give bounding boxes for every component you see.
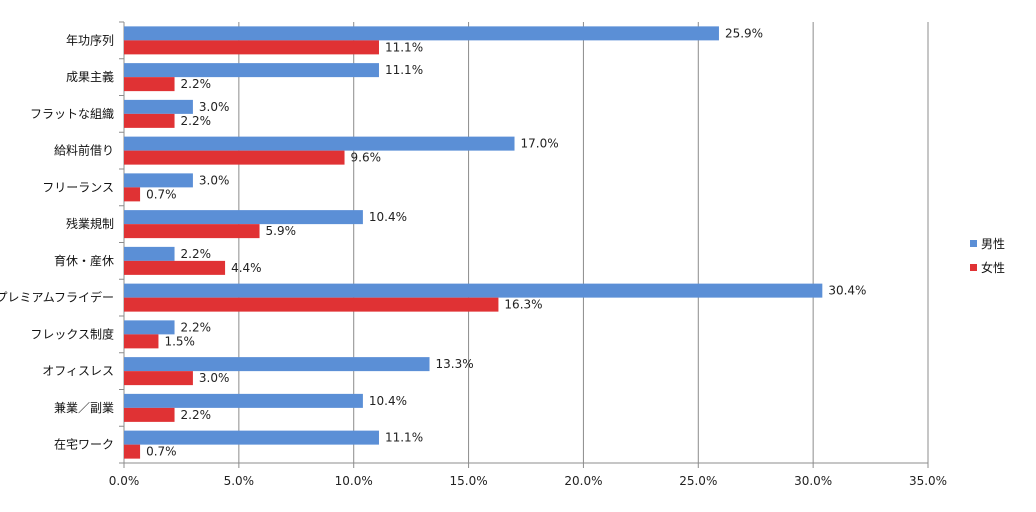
category-label: フレックス制度 <box>30 326 114 341</box>
bar <box>124 393 363 408</box>
legend-swatch <box>970 240 977 247</box>
bar <box>124 99 193 114</box>
legend-label: 女性 <box>981 260 1005 275</box>
data-label: 2.2% <box>181 408 212 422</box>
data-label: 25.9% <box>725 26 763 40</box>
category-label: オフィスレス <box>42 364 114 378</box>
bar <box>124 40 379 55</box>
bar <box>124 371 193 386</box>
bar <box>124 260 226 275</box>
data-label: 9.6% <box>351 151 382 165</box>
bar <box>124 407 175 422</box>
bar <box>124 187 141 202</box>
bar <box>124 63 379 78</box>
bar <box>124 357 430 372</box>
data-label: 2.2% <box>181 247 212 261</box>
category-label: プレミアムフライデー <box>0 290 114 305</box>
category-label: フリーランス <box>42 180 114 194</box>
data-label: 13.3% <box>436 357 474 371</box>
bar <box>124 297 499 312</box>
data-label: 11.1% <box>385 40 423 54</box>
data-label: 3.0% <box>199 371 230 385</box>
data-label: 5.9% <box>266 224 297 238</box>
bar <box>124 173 193 188</box>
data-label: 0.7% <box>146 445 177 459</box>
bar <box>124 136 515 151</box>
bar <box>124 320 175 335</box>
x-tick-label: 30.0% <box>794 474 832 488</box>
bar <box>124 246 175 261</box>
category-label: 育休・産休 <box>54 253 114 268</box>
bar <box>124 77 175 92</box>
bar <box>124 334 159 349</box>
category-label: 残業規制 <box>66 216 114 231</box>
x-tick-label: 10.0% <box>335 474 373 488</box>
data-label: 2.2% <box>181 114 212 128</box>
data-label: 4.4% <box>231 261 262 275</box>
bar <box>124 224 260 239</box>
bar <box>124 210 363 225</box>
data-label: 0.7% <box>146 187 177 201</box>
bar <box>124 150 345 165</box>
legend-label: 男性 <box>981 237 1005 251</box>
x-tick-label: 0.0% <box>109 474 140 488</box>
x-tick-label: 35.0% <box>909 474 947 488</box>
x-tick-label: 20.0% <box>564 474 602 488</box>
data-label: 1.5% <box>164 334 195 348</box>
bar <box>124 283 823 298</box>
data-label: 2.2% <box>181 77 212 91</box>
bar <box>124 113 175 128</box>
data-label: 11.1% <box>385 431 423 445</box>
bar <box>124 430 379 445</box>
data-label: 11.1% <box>385 63 423 77</box>
x-tick-label: 5.0% <box>224 474 255 488</box>
legend-swatch <box>970 264 977 271</box>
data-label: 16.3% <box>504 298 542 312</box>
x-tick-label: 25.0% <box>679 474 717 488</box>
data-label: 30.4% <box>828 284 866 298</box>
bar <box>124 444 141 459</box>
category-label: 成果主義 <box>66 69 114 84</box>
category-label: 年功序列 <box>66 32 114 47</box>
category-label: 給料前借り <box>54 143 114 158</box>
data-label: 2.2% <box>181 320 212 334</box>
x-tick-label: 15.0% <box>450 474 488 488</box>
data-label: 17.0% <box>521 137 559 151</box>
data-label: 3.0% <box>199 173 230 187</box>
data-label: 10.4% <box>369 394 407 408</box>
category-label: 在宅ワーク <box>54 437 114 452</box>
category-label: フラットな組織 <box>30 107 114 121</box>
bar <box>124 26 719 41</box>
data-label: 10.4% <box>369 210 407 224</box>
data-label: 3.0% <box>199 100 230 114</box>
category-label: 兼業／副業 <box>54 401 114 415</box>
